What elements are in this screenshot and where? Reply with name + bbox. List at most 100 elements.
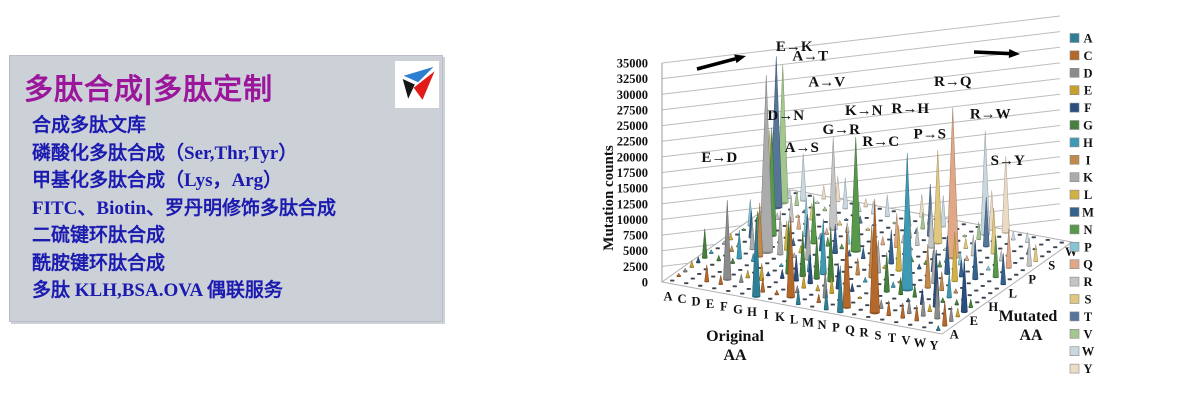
cone (928, 204, 935, 249)
y-tick-label: 27500 (617, 103, 648, 117)
legend-swatch-T (1069, 311, 1080, 322)
cone (756, 202, 764, 257)
cone (1010, 231, 1016, 241)
legend-label-A: A (1083, 32, 1092, 46)
legend-swatch-M (1069, 207, 1080, 217)
z-axis-letter: A (950, 328, 959, 342)
cone (946, 272, 952, 298)
legend-label-Q: Q (1083, 258, 1093, 272)
floor-dot (979, 273, 984, 276)
peak-label: D→N (767, 108, 804, 124)
cone (796, 214, 802, 230)
service-item-4: FITC、Biotin、罗丹明修饰多肽合成 (32, 197, 337, 219)
floor-dot (1013, 262, 1018, 264)
floor-dot (881, 255, 886, 257)
cone (863, 276, 868, 283)
cone (745, 269, 750, 278)
cone (942, 301, 948, 327)
cone (855, 257, 861, 276)
x-axis-title: Original (706, 328, 764, 345)
gridline (661, 31, 1061, 80)
floor-dot (1059, 241, 1064, 244)
cone (948, 306, 954, 322)
cone (759, 263, 765, 281)
cone (919, 194, 925, 218)
x-axis-letter: W (914, 336, 927, 350)
floor-dot (765, 262, 770, 265)
floor-dot (866, 316, 871, 318)
floor-dot (782, 300, 787, 303)
cone (934, 279, 941, 319)
legend-label-V: V (1083, 327, 1092, 341)
floor-dot (773, 281, 778, 284)
gridline (661, 93, 1061, 142)
cone (786, 188, 792, 199)
gridline (661, 78, 1061, 127)
floor-dot (921, 239, 926, 242)
floor-dot (879, 231, 884, 234)
floor-dot (878, 295, 883, 297)
floor-dot (864, 217, 869, 219)
x-axis-letter: K (775, 310, 785, 324)
service-item-1: 合成多肽文库 (32, 115, 147, 136)
floor-dot (900, 229, 905, 232)
cone (689, 259, 694, 268)
gridline (661, 171, 1061, 220)
cone (865, 227, 870, 231)
cone (766, 270, 771, 276)
cone (815, 283, 820, 291)
cone (954, 298, 959, 306)
peak-cone (901, 153, 913, 291)
cone (739, 274, 744, 283)
floor-dot (849, 278, 854, 280)
floor-dot (965, 270, 970, 273)
floor-dot (860, 245, 865, 248)
cone (964, 254, 969, 261)
cone (940, 296, 945, 303)
peak-label: A→T (792, 48, 828, 64)
peak-cone (933, 150, 943, 244)
direction-arrow-head (734, 54, 746, 64)
x-axis-letter: T (888, 331, 897, 345)
gridline (661, 140, 1061, 189)
cone (976, 221, 982, 240)
cone (944, 235, 951, 275)
cone (805, 217, 812, 261)
floor-dot (731, 273, 736, 276)
floor-dot (936, 253, 941, 256)
floor-dot (998, 247, 1003, 250)
floor-dot (922, 251, 927, 253)
floor-dot (928, 321, 933, 324)
floor-dot (922, 326, 927, 329)
floor-dot (746, 288, 751, 290)
gridline (661, 156, 1061, 205)
floor-dot (892, 297, 897, 300)
floor-dot (880, 318, 885, 321)
cone (884, 194, 890, 217)
legend-swatch-D (1069, 68, 1080, 78)
floor-dot (967, 294, 972, 297)
floor-dot (878, 219, 883, 222)
floor-dot (710, 263, 715, 266)
y-tick-label: 15000 (617, 182, 648, 196)
cone (749, 220, 756, 250)
floor-dot (767, 286, 772, 288)
cone (760, 277, 766, 293)
floor-dot (690, 277, 695, 280)
y-tick-label: 32500 (617, 72, 648, 86)
cone (937, 259, 942, 268)
legend-label-G: G (1083, 119, 1093, 133)
legend-swatch-A (1069, 33, 1080, 43)
x-axis-letter: S (875, 328, 882, 342)
floor-dot (985, 256, 990, 259)
gridline (661, 15, 1061, 64)
peak-cone (759, 75, 774, 253)
floor-dot (732, 285, 737, 288)
cone (927, 303, 932, 312)
peak-cone (1001, 156, 1010, 233)
cone (843, 217, 849, 221)
cone (924, 244, 931, 289)
y-tick-label: 10000 (617, 213, 648, 227)
direction-arrow (696, 57, 736, 71)
floor-dot (743, 252, 748, 255)
